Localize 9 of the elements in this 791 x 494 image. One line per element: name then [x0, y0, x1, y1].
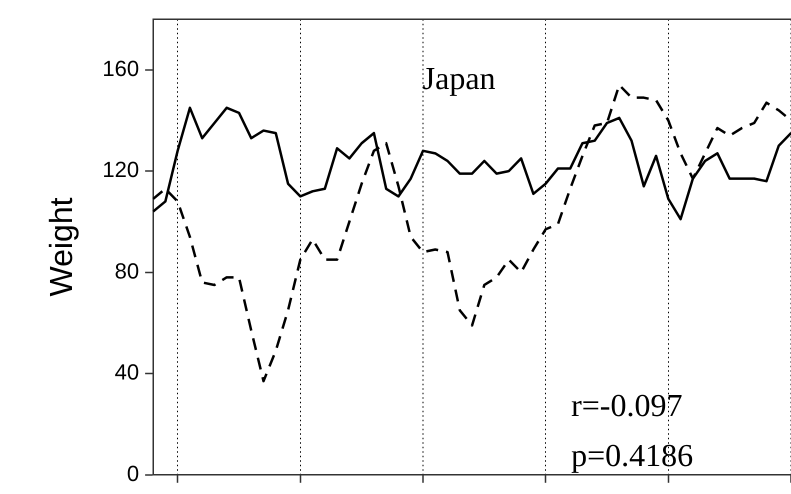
- y-tick-label: 0: [126, 460, 140, 486]
- annotation: p=0.4186: [571, 437, 694, 474]
- y-tick-label: 120: [102, 157, 140, 182]
- annotation: r=-0.097: [571, 387, 682, 424]
- y-tick-label: 40: [114, 360, 140, 385]
- y-tick-label: 80: [114, 258, 140, 284]
- annotation: Japan: [422, 60, 496, 96]
- y-axis-title: Weight: [43, 197, 80, 297]
- y-tick-label: 160: [102, 56, 140, 81]
